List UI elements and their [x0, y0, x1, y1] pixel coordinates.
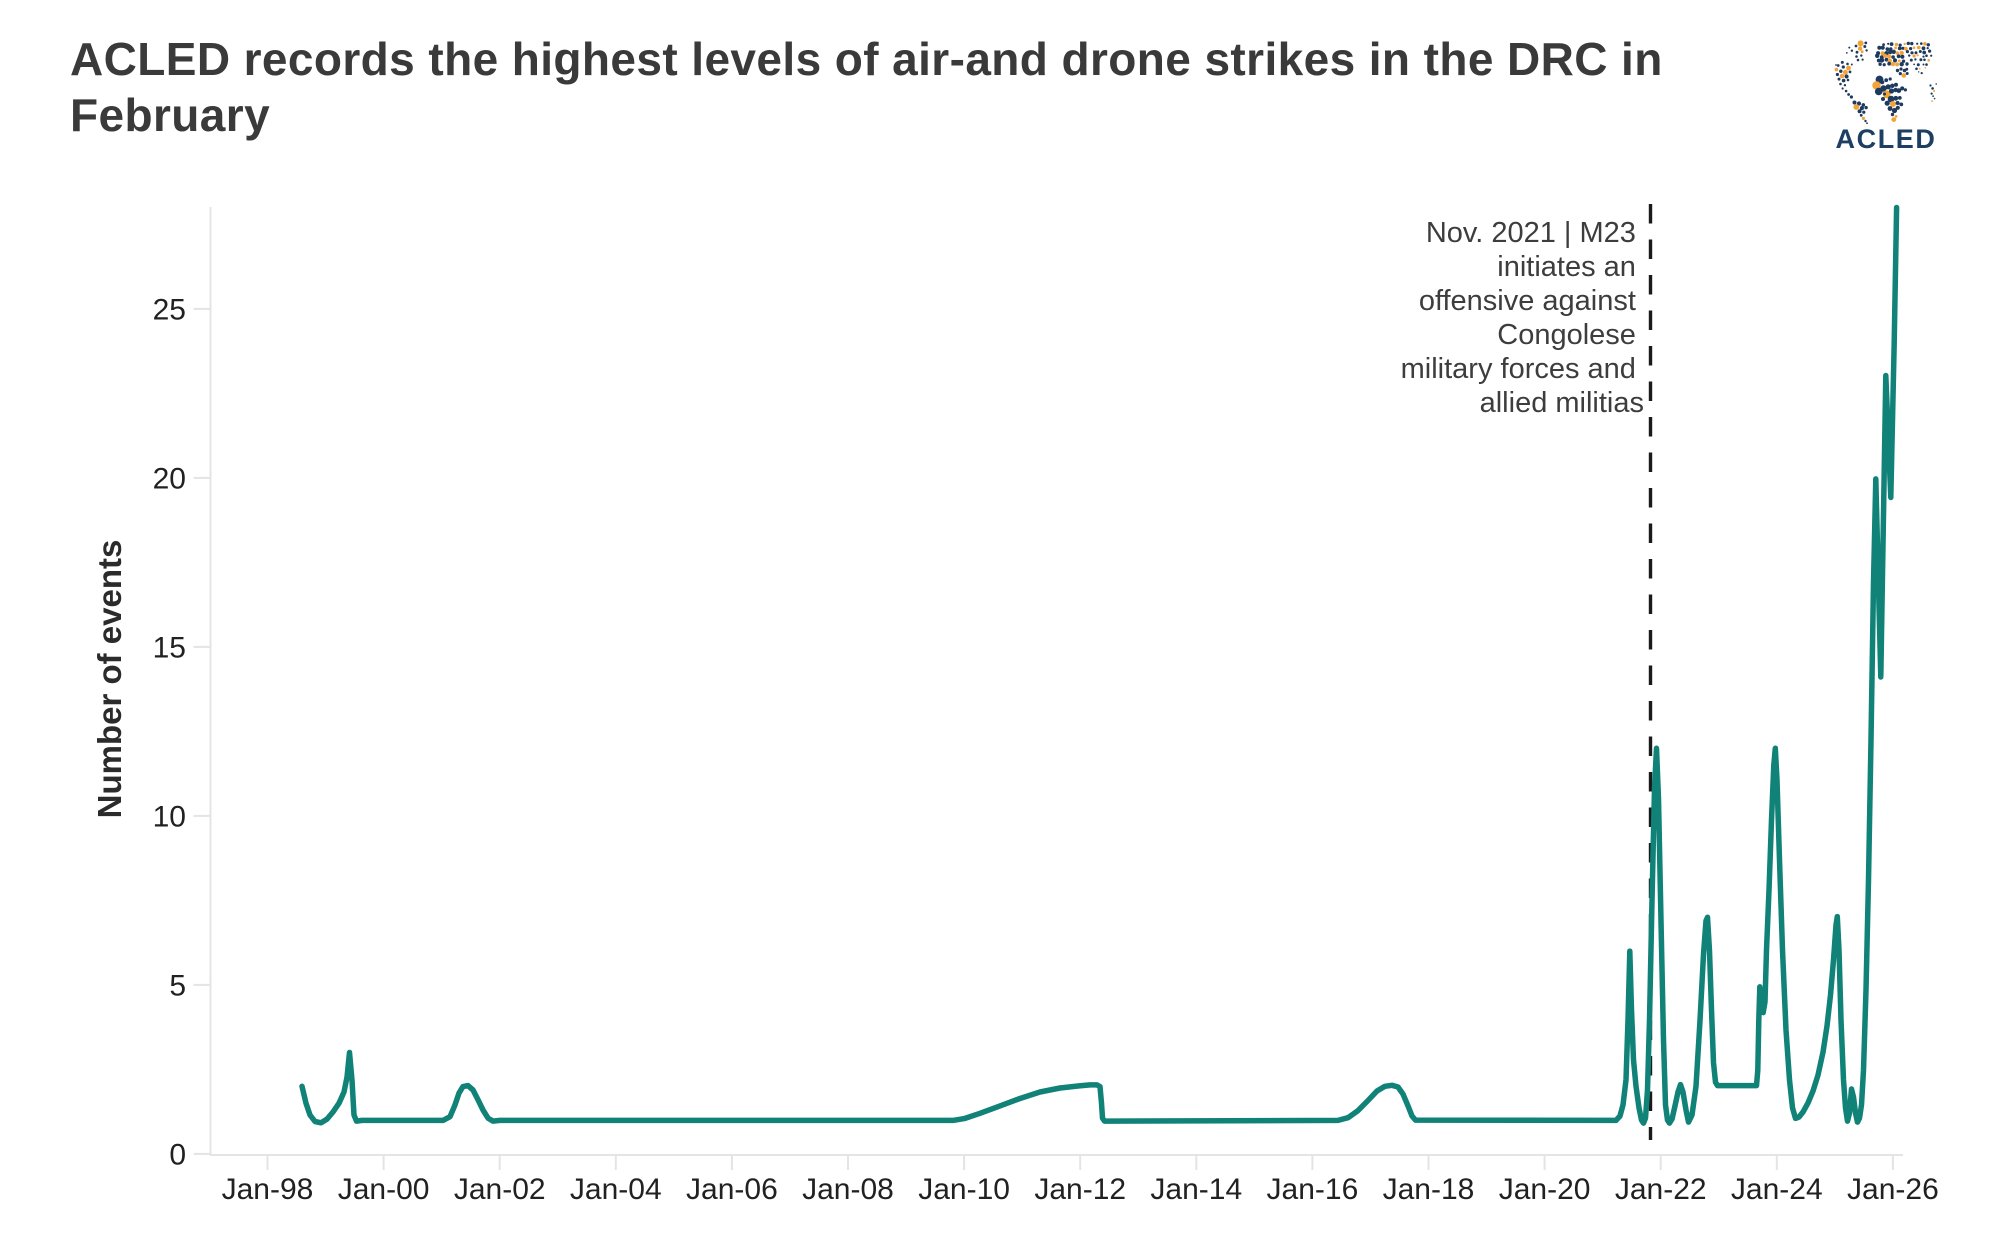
svg-text:Jan-98: Jan-98	[222, 1173, 314, 1206]
svg-text:ACLED: ACLED	[1836, 124, 1937, 154]
svg-text:Nov. 2021 | M23 initiates an o: Nov. 2021 | M23 initiates an offensive a…	[1401, 217, 1644, 419]
svg-text:Jan-06: Jan-06	[686, 1173, 778, 1206]
svg-text:Jan-14: Jan-14	[1150, 1173, 1242, 1206]
svg-text:Jan-26: Jan-26	[1847, 1173, 1939, 1206]
svg-text:Jan-00: Jan-00	[338, 1173, 430, 1206]
svg-text:Jan-08: Jan-08	[802, 1173, 894, 1206]
svg-text:15: 15	[153, 631, 186, 664]
svg-text:25: 25	[153, 293, 186, 326]
svg-text:ACLED records the highest leve: ACLED records the highest levels of air-…	[70, 33, 1663, 85]
svg-text:Jan-20: Jan-20	[1499, 1173, 1591, 1206]
svg-text:10: 10	[153, 800, 186, 833]
svg-text:February: February	[70, 89, 270, 141]
svg-text:Jan-24: Jan-24	[1731, 1173, 1823, 1206]
svg-text:Jan-10: Jan-10	[918, 1173, 1010, 1206]
svg-text:0: 0	[169, 1138, 186, 1171]
svg-text:Jan-16: Jan-16	[1267, 1173, 1359, 1206]
svg-text:Jan-22: Jan-22	[1615, 1173, 1707, 1206]
svg-text:Jan-18: Jan-18	[1383, 1173, 1475, 1206]
svg-text:5: 5	[169, 969, 186, 1002]
svg-text:Number of events: Number of events	[91, 540, 128, 819]
svg-text:Jan-04: Jan-04	[570, 1173, 662, 1206]
svg-text:Jan-12: Jan-12	[1034, 1173, 1126, 1206]
svg-text:Jan-02: Jan-02	[454, 1173, 546, 1206]
svg-text:20: 20	[153, 462, 186, 495]
